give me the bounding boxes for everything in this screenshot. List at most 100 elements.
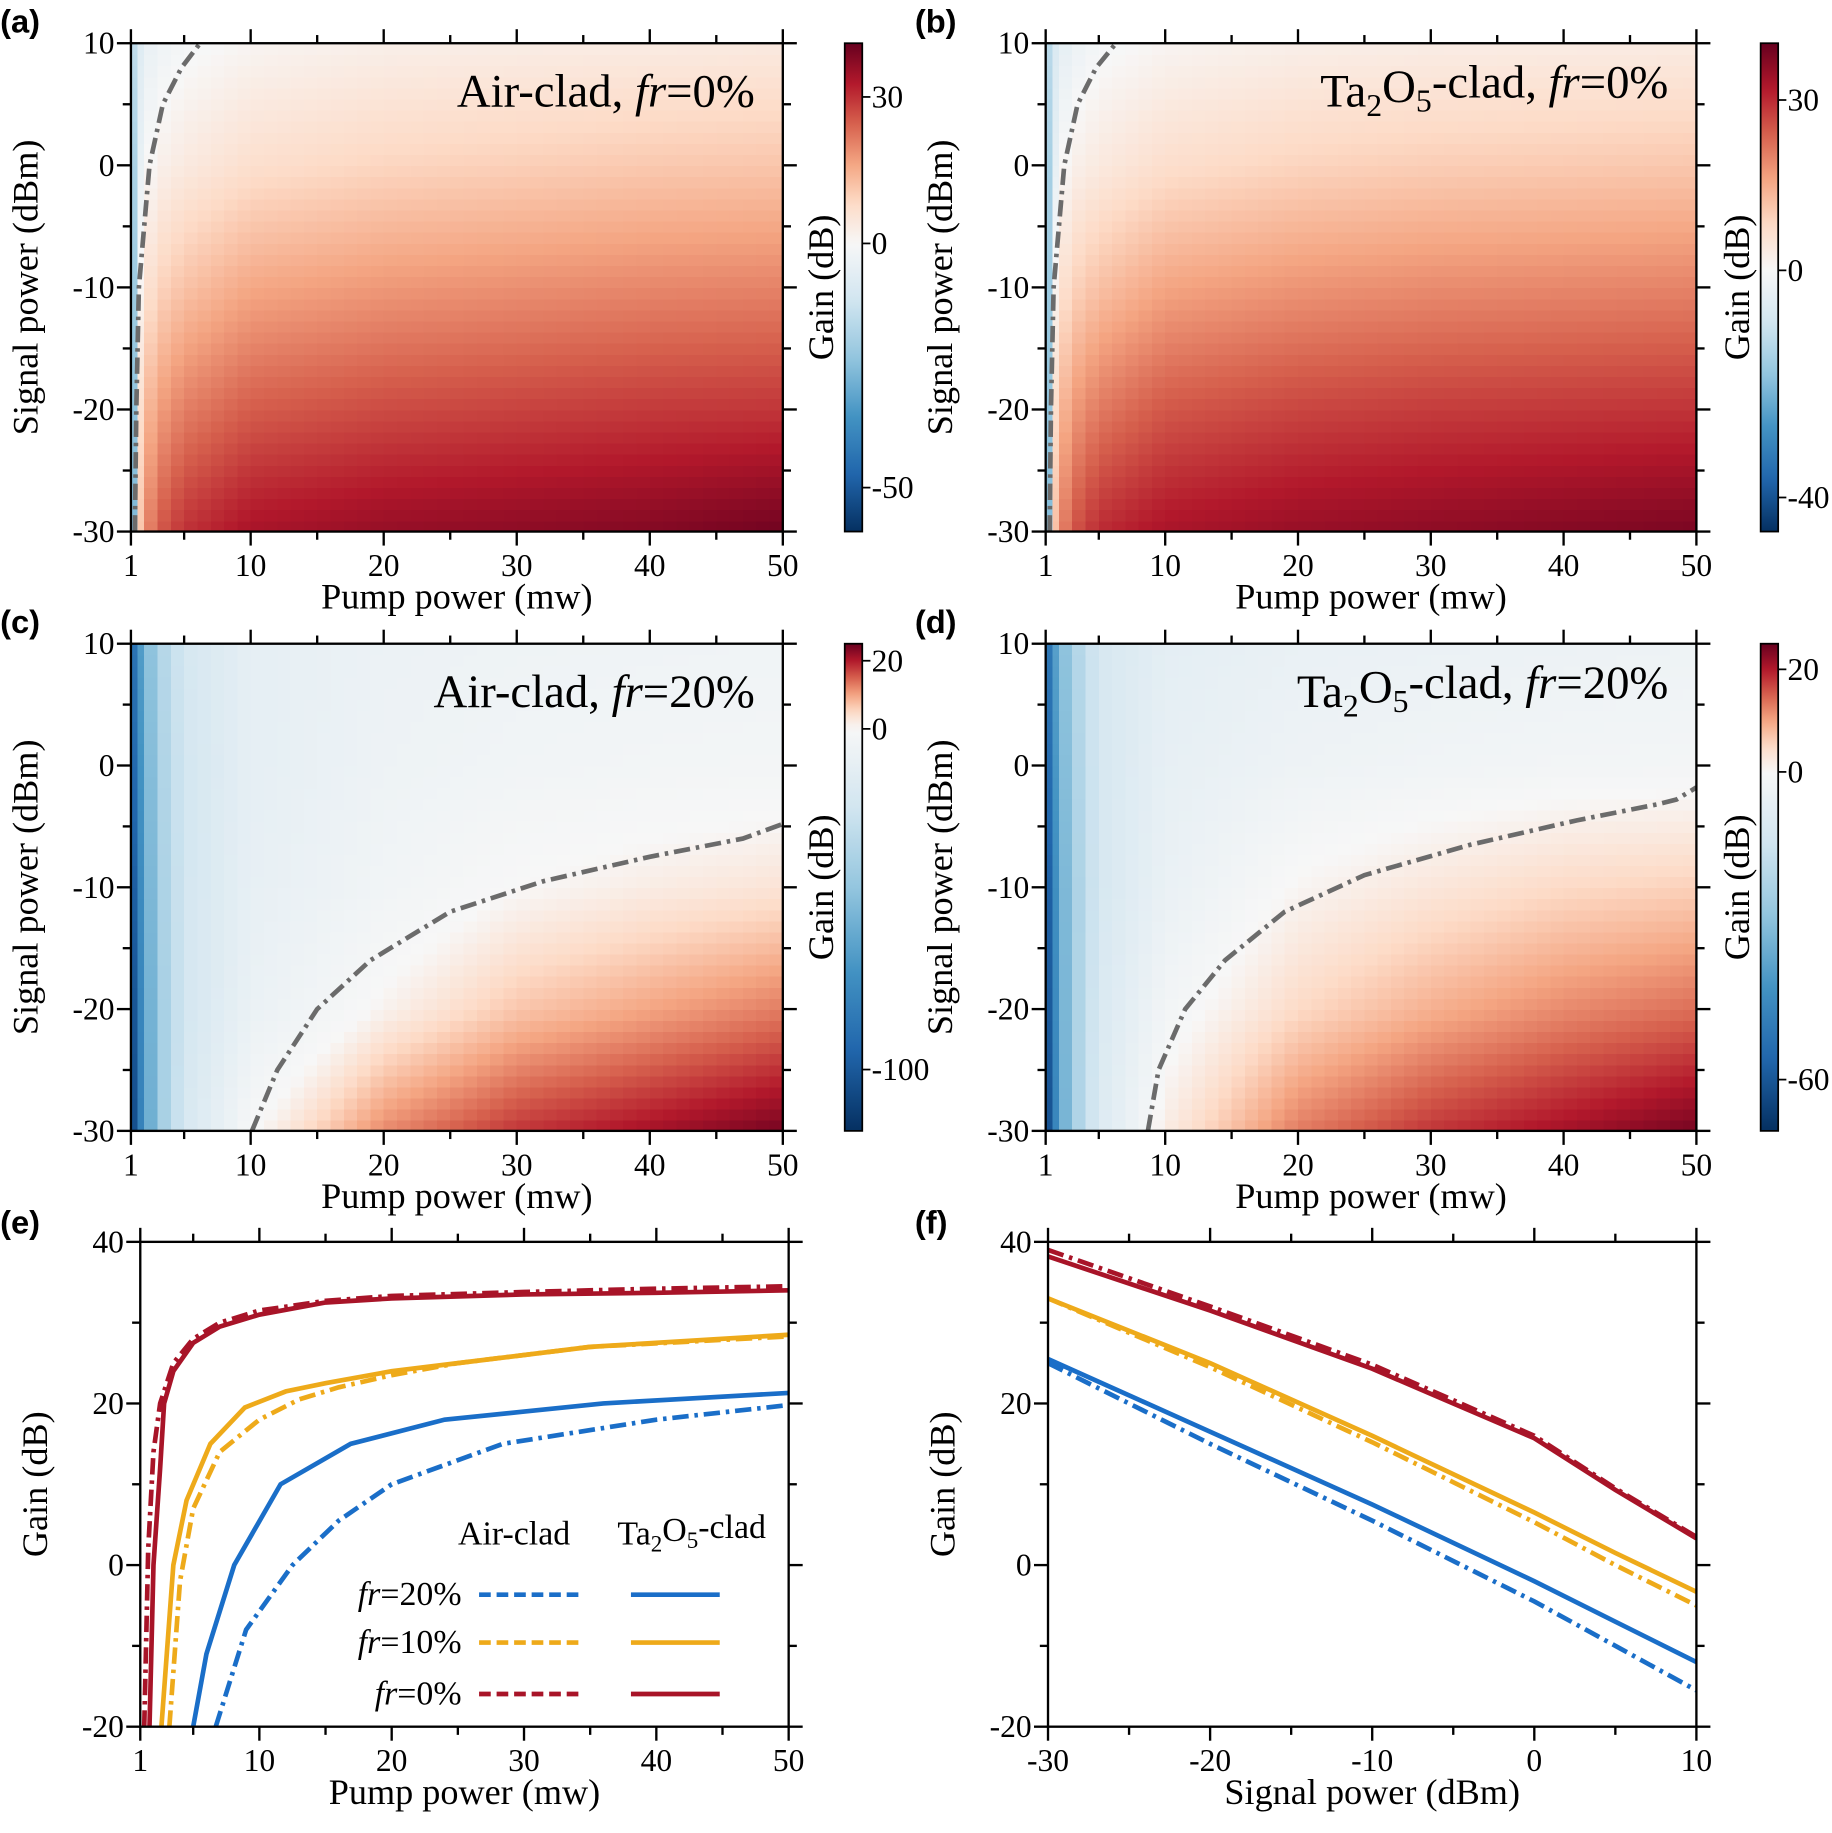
heat-cell (144, 442, 159, 455)
heat-cell (1603, 98, 1618, 111)
heat-cell (649, 398, 664, 411)
heat-cell (1337, 132, 1352, 144)
heat-cell (1643, 353, 1658, 366)
heat-cell (1112, 43, 1127, 56)
heat-cell (1045, 65, 1054, 78)
heat-cell (137, 442, 146, 455)
heat-cell (1258, 464, 1273, 477)
heat-cell (742, 431, 758, 444)
heat-cell (596, 220, 611, 233)
heat-cell (1616, 476, 1631, 488)
heat-cell (290, 487, 305, 500)
heat-cell (1523, 143, 1538, 156)
heat-cell (702, 287, 718, 300)
heat-cell (516, 276, 531, 289)
heat-cell (397, 476, 412, 488)
heat-cell (676, 298, 691, 311)
heat-cell (210, 1064, 225, 1077)
heat-cell (383, 276, 398, 289)
heat-cell (224, 1020, 239, 1033)
heat-cell (450, 320, 465, 333)
heat-cell (357, 298, 372, 311)
heat-cell (197, 476, 212, 488)
heat-cell (1377, 187, 1392, 200)
heat-cell (1590, 165, 1605, 178)
heat-cell (1629, 464, 1645, 477)
heat-cell (1616, 365, 1631, 377)
heat-cell (530, 76, 545, 89)
heat-cell (1483, 331, 1499, 344)
heat-cell (250, 1009, 265, 1021)
heat-cell (157, 176, 172, 189)
heat-cell (1470, 209, 1485, 222)
heat-cell (303, 476, 319, 488)
heat-cell (1390, 242, 1406, 255)
heat-cell (1470, 132, 1485, 144)
heat-cell (370, 420, 385, 433)
heat-cell (609, 420, 624, 433)
heat-cell (663, 464, 678, 477)
heat-cell (1098, 409, 1113, 422)
heat-cell (357, 442, 372, 455)
heat-cell (1271, 453, 1286, 466)
heat-cell (1098, 431, 1113, 444)
heat-cell (1052, 387, 1060, 400)
heat-cell (1377, 420, 1392, 433)
heat-cell (1205, 165, 1220, 178)
heat-cell (1085, 276, 1100, 289)
heat-cell (1510, 98, 1525, 111)
heat-cell (702, 87, 718, 100)
heat-cell (1683, 143, 1697, 156)
heat-cell (1656, 331, 1671, 344)
heat-cell (1125, 220, 1140, 233)
heat-cell (1656, 76, 1671, 89)
heat-cell (1537, 398, 1552, 411)
heat-cell (1669, 442, 1684, 455)
heat-cell (702, 509, 718, 522)
heat-cell (343, 498, 358, 511)
heat-cell (1683, 353, 1697, 366)
heat-cell (1151, 209, 1167, 222)
heat-cell (756, 198, 771, 211)
heat-cell (503, 287, 518, 300)
heat-cell (1244, 365, 1259, 377)
heat-cell (1052, 65, 1060, 78)
heat-cell (1364, 442, 1379, 455)
heat-cell (1218, 54, 1233, 67)
heat-cell (1430, 464, 1445, 477)
heat-cell (250, 420, 265, 433)
heat-cell (569, 87, 585, 100)
heat-cell (1550, 43, 1565, 56)
heat-cell (1603, 498, 1618, 511)
heat-cell (237, 231, 252, 244)
heat-cell (330, 464, 345, 477)
heat-cell (1523, 509, 1538, 522)
heat-cell (609, 365, 624, 377)
heat-cell (303, 1042, 319, 1055)
heat-cell (423, 376, 438, 389)
heat-cell (1390, 109, 1406, 122)
heat-cell (1072, 298, 1087, 311)
heat-cell (609, 409, 624, 422)
heat-cell (1324, 320, 1339, 333)
heat-cell (623, 76, 638, 89)
heat-cell (1324, 265, 1339, 278)
heat-cell (1072, 476, 1087, 488)
heat-cell (184, 1009, 199, 1021)
heat-cell (1523, 464, 1538, 477)
heat-cell (1231, 498, 1246, 511)
heat-cell (224, 1097, 239, 1110)
heat-cell (1191, 165, 1206, 178)
heat-cell (237, 65, 252, 78)
heat-cell (383, 320, 398, 333)
heat-cell (1205, 176, 1220, 189)
heat-cell (1510, 365, 1525, 377)
heat-cell (1590, 209, 1605, 222)
heat-cell (1563, 498, 1578, 511)
heat-cell (543, 242, 558, 255)
heat-cell (623, 376, 638, 389)
heat-cell (1563, 132, 1578, 144)
heat-cell (1125, 154, 1140, 167)
heat-cell (1052, 342, 1060, 355)
heat-cell (1271, 76, 1286, 89)
